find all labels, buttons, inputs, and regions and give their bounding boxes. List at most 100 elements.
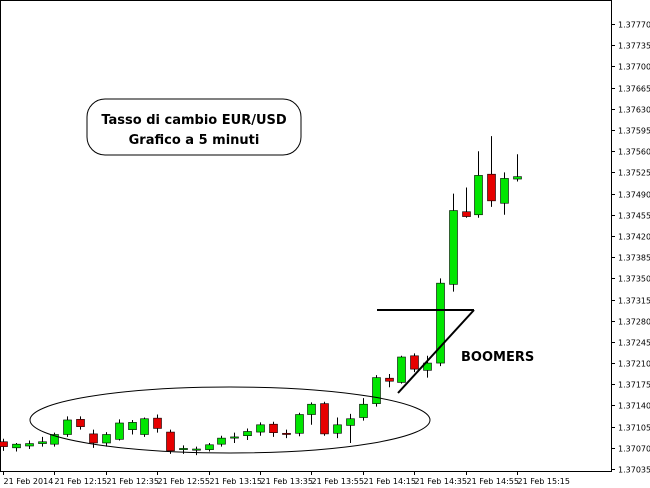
x-tick-label: 21 Feb 2014 [4, 477, 54, 486]
candle-body [295, 414, 304, 434]
y-tick-label: 1.37700 [618, 63, 650, 72]
candle-body [63, 419, 72, 435]
candle-up [359, 398, 368, 421]
y-tick-label: 1.37105 [618, 424, 650, 433]
candle-up [346, 413, 355, 443]
y-tick-label: 1.37315 [618, 297, 650, 306]
candle-body [372, 377, 381, 404]
y-tick-label: 1.37630 [618, 106, 650, 115]
y-tick-label: 1.37280 [618, 318, 650, 327]
candle-up [205, 442, 214, 452]
candle-up [372, 375, 381, 407]
candle-body [474, 175, 483, 216]
candle-body [243, 431, 252, 437]
candle-body [436, 282, 445, 364]
candle-body [513, 176, 522, 180]
candle-up [38, 436, 47, 447]
chart-title-line-2: Grafico a 5 minuti [129, 133, 260, 148]
candle-body [410, 355, 419, 370]
candle-body [76, 419, 85, 427]
candle-up [397, 355, 406, 384]
y-tick-label: 1.37420 [618, 233, 650, 242]
y-tick-label: 1.37525 [618, 169, 650, 178]
candle-body [166, 431, 175, 452]
candle-down [269, 421, 278, 437]
candle-up [128, 419, 137, 435]
y-tick-label: 1.37490 [618, 191, 650, 200]
y-axis: 1.37035 1.37070 1.37105 1.37140 1.37175 1.372… [611, 21, 650, 475]
candle-body [115, 422, 124, 440]
candle-body [423, 362, 432, 371]
candle-body [179, 448, 188, 450]
candle-up [102, 432, 111, 447]
boomers-annotation: BOOMERS [461, 350, 534, 365]
candle-body [256, 424, 265, 433]
candle-up [192, 446, 201, 456]
candle-body [12, 443, 21, 449]
candle-body [50, 434, 59, 445]
candle-body [346, 418, 355, 426]
candle-down [282, 429, 291, 439]
y-tick-label: 1.37595 [618, 127, 650, 136]
candle-up [230, 432, 239, 443]
y-tick-label: 1.37245 [618, 339, 650, 348]
candle-up [295, 412, 304, 437]
candle-body [205, 444, 214, 450]
candle-up [333, 417, 342, 439]
candle-down [410, 353, 419, 373]
candle-up [500, 172, 509, 215]
y-tick-label: 1.37560 [618, 148, 650, 157]
x-tick-label: 21 Feb 13:35 [261, 477, 313, 486]
candles-layer [0, 136, 522, 456]
y-tick-label: 1.37735 [618, 42, 650, 51]
candle-body [140, 418, 149, 435]
candle-down [487, 136, 496, 207]
x-tick-label: 21 Feb 14:55 [467, 477, 519, 486]
candle-body [487, 173, 496, 202]
candle-up [63, 416, 72, 437]
candle-up [474, 151, 483, 218]
candle-body [38, 441, 47, 444]
candle-up [256, 422, 265, 436]
triangle-slope-line [397, 309, 475, 394]
x-tick-label: 21 Feb 13:55 [312, 477, 364, 486]
candle-body [230, 436, 239, 439]
x-tick-label: 21 Feb 12:15 [55, 477, 107, 486]
candle-body [153, 417, 162, 429]
candle-up [436, 278, 445, 367]
candle-up [115, 419, 124, 441]
candle-body [333, 424, 342, 434]
candle-up [140, 417, 149, 437]
candle-body [462, 211, 471, 217]
candle-body [500, 178, 509, 204]
candle-up [513, 154, 522, 182]
candle-down [462, 187, 471, 218]
x-tick-label: 21 Feb 13:15 [210, 477, 262, 486]
candle-down [153, 414, 162, 433]
x-tick-label: 21 Feb 12:55 [158, 477, 210, 486]
candle-down [89, 429, 98, 448]
y-tick-label: 1.37350 [618, 275, 650, 284]
y-tick-label: 1.37665 [618, 85, 650, 94]
candle-body [25, 443, 34, 447]
y-tick-label: 1.37035 [618, 466, 650, 475]
candle-down [166, 429, 175, 454]
title-box [86, 98, 302, 156]
candle-body [385, 377, 394, 382]
y-tick-label: 1.37210 [618, 360, 650, 369]
candle-up [217, 435, 226, 447]
candle-down [76, 416, 85, 430]
candle-body [269, 423, 278, 433]
y-tick-label: 1.37140 [618, 402, 650, 411]
candle-body [449, 210, 458, 285]
candle-up [243, 428, 252, 440]
candle-up [50, 432, 59, 447]
x-tick-label: 21 Feb 14:15 [364, 477, 416, 486]
y-tick-label: 1.37770 [618, 21, 650, 30]
y-tick-label: 1.37175 [618, 381, 650, 390]
candle-body [320, 403, 329, 435]
candle-down [320, 401, 329, 436]
